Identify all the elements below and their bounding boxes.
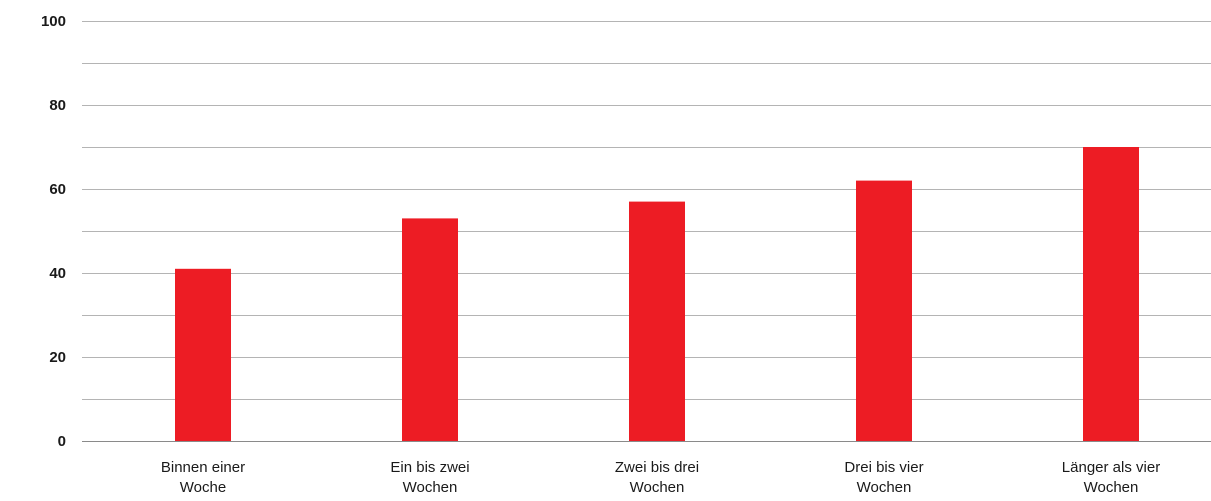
bar [1083, 147, 1139, 441]
x-axis-labels: Binnen einer Woche Ein bis zwei Wochen Zwei … [161, 459, 1160, 496]
bar [856, 180, 912, 441]
y-tick-label: 0 [58, 433, 66, 450]
x-category-label: Zwei bis drei Wochen [615, 459, 699, 496]
y-tick-label: 80 [49, 97, 66, 114]
x-category-label: Länger als vier Wochen [1062, 459, 1160, 496]
x-category-label: Binnen einer Woche [161, 459, 245, 496]
y-axis-ticks: 0 20 40 60 80 100 [41, 13, 66, 450]
x-category-label: Drei bis vier Wochen [844, 459, 923, 496]
y-tick-label: 40 [49, 265, 66, 282]
bar [402, 218, 458, 441]
y-tick-label: 100 [41, 13, 66, 30]
y-tick-label: 20 [49, 349, 66, 366]
y-tick-label: 60 [49, 181, 66, 198]
x-category-label: Ein bis zwei Wochen [390, 459, 469, 496]
bars [175, 147, 1139, 441]
bar [629, 201, 685, 441]
bar [175, 268, 231, 441]
